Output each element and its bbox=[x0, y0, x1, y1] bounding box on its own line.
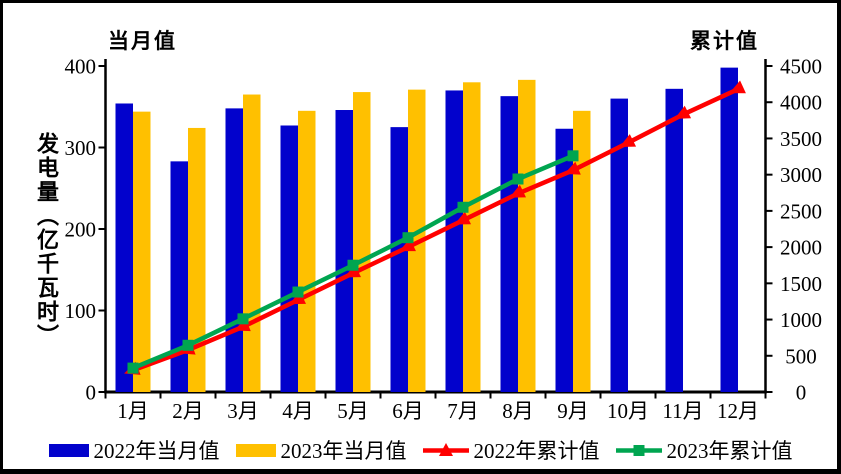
left-axis-tick-label: 200 bbox=[65, 218, 97, 242]
bar-2022 bbox=[665, 88, 683, 392]
legend-label: 2022年当月值 bbox=[93, 439, 220, 463]
x-axis-category-label: 11月 bbox=[662, 399, 703, 423]
marker-triangle-2022 bbox=[289, 291, 307, 305]
bar-2022 bbox=[610, 98, 628, 392]
left-axis-tick-label: 400 bbox=[65, 55, 97, 79]
marker-square-2023 bbox=[127, 362, 139, 374]
bar-2023 bbox=[573, 110, 591, 392]
left-axis-tick-label: 100 bbox=[65, 299, 97, 323]
marker-square-2023 bbox=[292, 286, 304, 298]
bar-2022 bbox=[555, 128, 573, 392]
bar-2022 bbox=[115, 103, 133, 393]
bar-2023 bbox=[353, 92, 371, 392]
legend-item-2022-monthly: 2022年当月值 bbox=[48, 435, 220, 465]
legend-label: 2023年当月值 bbox=[280, 439, 407, 463]
line-cumulative-2022 bbox=[132, 87, 739, 373]
right-axis-tick-label: 2500 bbox=[780, 199, 822, 223]
legend-line-square-swatch bbox=[615, 444, 662, 456]
x-axis-category-label: 2月 bbox=[172, 399, 204, 423]
bar-2022 bbox=[335, 110, 353, 392]
legend-bar-swatch-2022 bbox=[48, 443, 89, 457]
marker-square-2023 bbox=[182, 339, 194, 351]
marker-triangle-2022 bbox=[619, 134, 637, 148]
bar-2023 bbox=[243, 94, 261, 393]
bar-2023 bbox=[133, 111, 151, 392]
x-axis-category-label: 4月 bbox=[282, 399, 314, 423]
bar-2023 bbox=[463, 82, 481, 393]
marker-triangle-2022 bbox=[729, 80, 746, 94]
marker-triangle-2022 bbox=[454, 211, 472, 225]
x-axis-category-label: 10月 bbox=[607, 399, 649, 423]
x-axis-category-label: 3月 bbox=[227, 399, 259, 423]
marker-triangle-2022 bbox=[509, 184, 527, 198]
legend-label: 2022年累计值 bbox=[473, 439, 600, 463]
marker-square-2023 bbox=[457, 201, 469, 213]
right-axis-tick-label: 3000 bbox=[780, 163, 822, 187]
right-axis-tick-label: 4500 bbox=[780, 55, 822, 79]
marker-square-2023 bbox=[237, 313, 249, 325]
marker-square-2023 bbox=[512, 173, 524, 185]
left-axis-title: 当月值 bbox=[108, 29, 177, 53]
right-axis-tick-label: 2000 bbox=[780, 236, 822, 260]
left-axis-tick-label: 300 bbox=[65, 136, 97, 160]
marker-square-2023 bbox=[402, 232, 414, 244]
x-axis-category-label: 7月 bbox=[447, 399, 479, 423]
x-axis-category-label: 1月 bbox=[117, 399, 149, 423]
bar-2023 bbox=[518, 79, 536, 392]
x-axis-category-label: 12月 bbox=[717, 399, 759, 423]
bar-2022 bbox=[170, 161, 188, 392]
bar-2022 bbox=[445, 90, 463, 392]
legend-label: 2023年累计值 bbox=[666, 439, 793, 463]
marker-square-2023 bbox=[347, 259, 359, 271]
bar-2022 bbox=[390, 127, 408, 392]
right-axis-tick-label: 3500 bbox=[780, 127, 822, 151]
legend: 2022年当月值 2023年当月值 2022年累计值 2023年累计值 bbox=[3, 435, 837, 465]
x-axis-category-label: 6月 bbox=[392, 399, 424, 423]
y-axis-label: 发电量（亿千瓦时） bbox=[34, 132, 59, 348]
bar-2022 bbox=[225, 108, 243, 392]
legend-line-triangle-swatch bbox=[422, 442, 469, 456]
marker-square-2023 bbox=[567, 150, 579, 162]
right-axis-tick-label: 1000 bbox=[780, 308, 822, 332]
bar-2023 bbox=[298, 110, 316, 392]
right-axis-tick-label: 500 bbox=[785, 344, 817, 368]
legend-bar-swatch-2023 bbox=[235, 443, 276, 457]
legend-item-2023-cumulative: 2023年累计值 bbox=[615, 435, 793, 465]
bar-2022 bbox=[720, 67, 738, 392]
left-axis-tick-label: 0 bbox=[86, 381, 97, 405]
bar-2022 bbox=[500, 96, 518, 392]
x-axis-category-label: 9月 bbox=[557, 399, 589, 423]
legend-item-2023-monthly: 2023年当月值 bbox=[235, 435, 407, 465]
marker-triangle-2022 bbox=[399, 238, 416, 252]
bar-2022 bbox=[280, 125, 298, 393]
x-axis-category-label: 5月 bbox=[337, 399, 369, 423]
marker-triangle-2022 bbox=[564, 161, 581, 175]
x-axis-category-label: 8月 bbox=[502, 399, 534, 423]
legend-item-2022-cumulative: 2022年累计值 bbox=[422, 435, 600, 465]
right-axis-title: 累计值 bbox=[690, 29, 759, 53]
right-axis-tick-label: 0 bbox=[796, 381, 807, 405]
marker-triangle-2022 bbox=[674, 105, 692, 119]
right-axis-tick-label: 4000 bbox=[780, 91, 822, 115]
bar-2023 bbox=[188, 127, 206, 392]
right-axis-tick-label: 1500 bbox=[780, 272, 822, 296]
marker-triangle-2022 bbox=[344, 264, 362, 278]
